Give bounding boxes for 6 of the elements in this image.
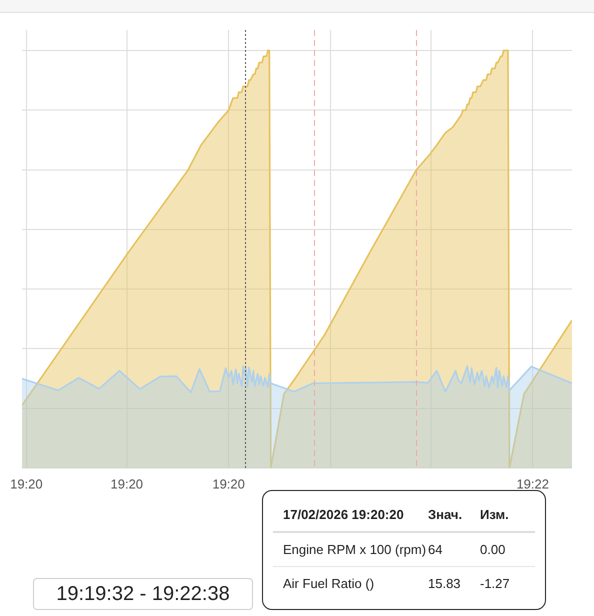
x-tick-label: 19:20	[10, 476, 43, 492]
time-range-field: 19:19:32 - 19:22:38	[33, 578, 253, 610]
x-tick-label: 19:20	[212, 476, 245, 492]
x-tick-label: 19:20	[110, 476, 144, 492]
x-tick-label: 19:22	[516, 476, 549, 492]
tooltip-box: 17/02/2026 19:20:20 Знач. Изм. Engine RPM x 100 (rpm)64 0.00 Air Fuel Ratio () 15.83 -1.27	[262, 490, 546, 610]
